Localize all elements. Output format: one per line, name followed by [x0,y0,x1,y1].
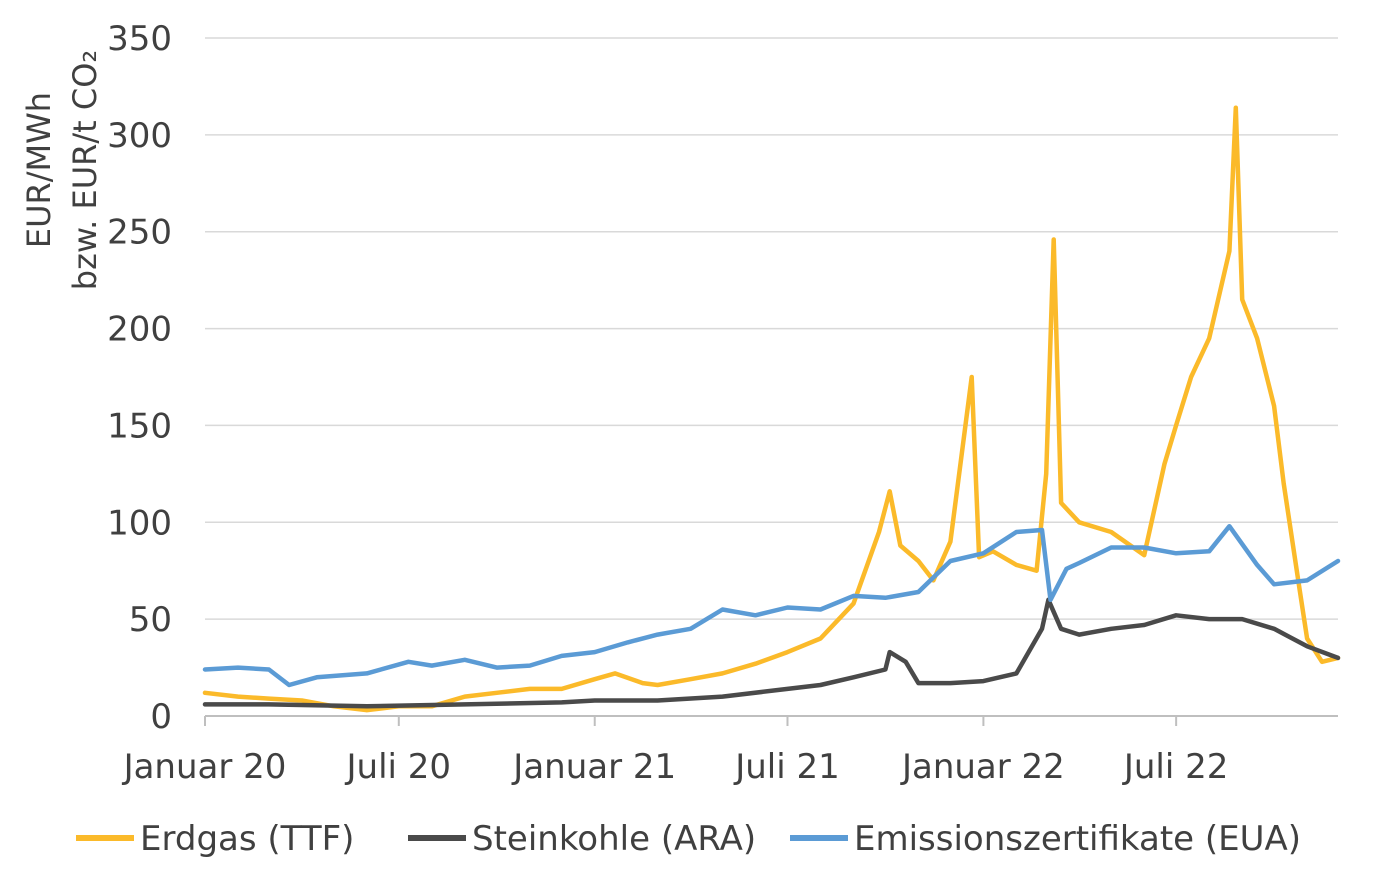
y-axis-title: EUR/MWh bzw. EUR/t CO₂ [20,50,104,290]
y-axis-title-line-1: EUR/MWh [20,92,58,248]
y-tick-labels: 0 50 100 150 200 250 300 350 [107,19,172,737]
x-tick-label-2: Januar 21 [511,747,676,787]
y-tick-label-200: 200 [107,310,172,350]
x-tick-label-0: Januar 20 [122,747,287,787]
y-tick-label-150: 150 [107,406,172,446]
legend-label-2: Emissionszertifikate (EUA) [854,819,1301,859]
y-tick-label-300: 300 [107,116,172,156]
series-lines [202,105,1341,713]
y-tick-label-100: 100 [107,503,172,543]
y-tick-label-0: 0 [150,697,172,737]
y-tick-label-350: 350 [107,19,172,59]
axes [204,715,1338,726]
gridlines [205,37,1338,620]
legend-label-0: Erdgas (TTF) [140,819,354,859]
x-tick-label-5: Juli 22 [1122,747,1229,787]
x-tick-label-3: Juli 21 [733,747,840,787]
y-axis-title-line-2: bzw. EUR/t CO₂ [66,50,104,290]
y-tick-label-250: 250 [107,213,172,253]
series-line-2 [202,523,1341,688]
x-tick-label-1: Juli 20 [345,747,452,787]
y-tick-label-50: 50 [129,600,172,640]
x-tick-labels: Januar 20 Juli 20 Januar 21 Juli 21 Januar 2… [122,747,1229,787]
x-tick-label-4: Januar 22 [900,747,1065,787]
series-line-1 [202,597,1341,709]
legend-label-1: Steinkohle (ARA) [472,819,756,859]
legend: Erdgas (TTF) Steinkohle (ARA) Emissionszer… [76,819,1301,859]
